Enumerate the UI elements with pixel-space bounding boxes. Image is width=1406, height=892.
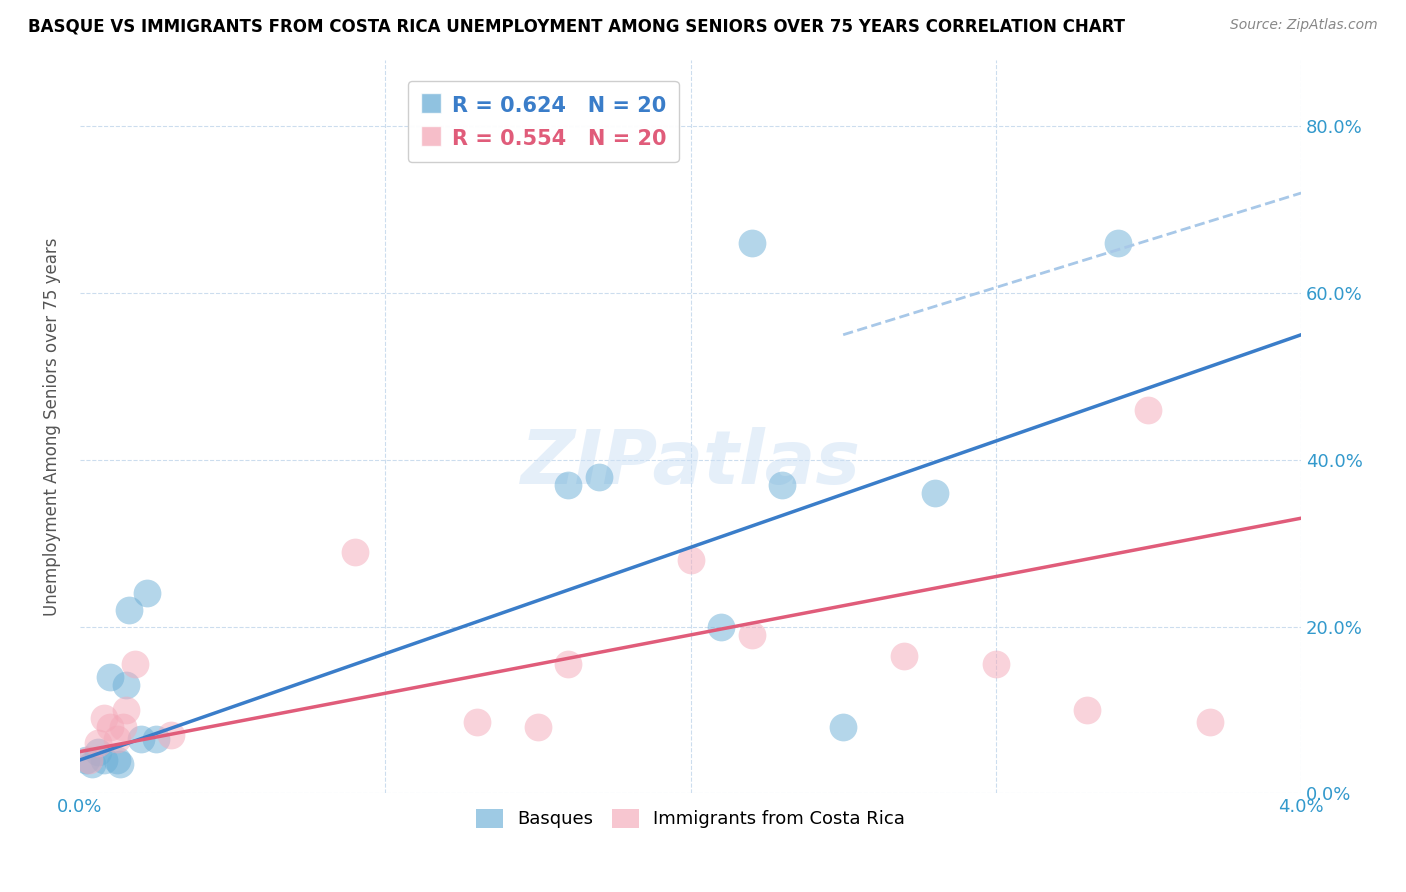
Point: [105, 732, 128, 747]
Point: [710, 619, 733, 633]
Point: [1107, 235, 1129, 250]
Text: Source: ZipAtlas.com: Source: ZipAtlas.com: [1230, 18, 1378, 32]
Point: [100, 720, 122, 734]
Point: [100, 670, 122, 684]
Point: [77, 753, 100, 767]
Legend: Basques, Immigrants from Costa Rica: Basques, Immigrants from Costa Rica: [468, 802, 912, 836]
Point: [832, 720, 855, 734]
Point: [924, 486, 946, 500]
Point: [770, 478, 793, 492]
Point: [118, 603, 141, 617]
Point: [75, 753, 97, 767]
Point: [87, 736, 110, 750]
Point: [557, 657, 579, 672]
Point: [111, 720, 134, 734]
Text: ZIPatlas: ZIPatlas: [520, 426, 860, 500]
Point: [136, 586, 159, 600]
Point: [588, 469, 610, 483]
Point: [129, 732, 152, 747]
Point: [343, 544, 366, 558]
Point: [145, 732, 167, 747]
Point: [87, 745, 110, 759]
Point: [465, 715, 488, 730]
Y-axis label: Unemployment Among Seniors over 75 years: Unemployment Among Seniors over 75 years: [44, 237, 60, 615]
Point: [893, 648, 915, 663]
Point: [93, 711, 115, 725]
Point: [80, 757, 103, 772]
Point: [741, 235, 763, 250]
Point: [93, 753, 115, 767]
Point: [984, 657, 1007, 672]
Point: [557, 478, 579, 492]
Point: [114, 678, 136, 692]
Point: [1076, 703, 1098, 717]
Point: [679, 553, 702, 567]
Point: [741, 628, 763, 642]
Point: [105, 753, 128, 767]
Point: [124, 657, 146, 672]
Point: [1137, 402, 1160, 417]
Point: [114, 703, 136, 717]
Point: [108, 757, 131, 772]
Point: [527, 720, 550, 734]
Text: BASQUE VS IMMIGRANTS FROM COSTA RICA UNEMPLOYMENT AMONG SENIORS OVER 75 YEARS CO: BASQUE VS IMMIGRANTS FROM COSTA RICA UNE…: [28, 18, 1125, 36]
Point: [160, 728, 183, 742]
Point: [1198, 715, 1220, 730]
